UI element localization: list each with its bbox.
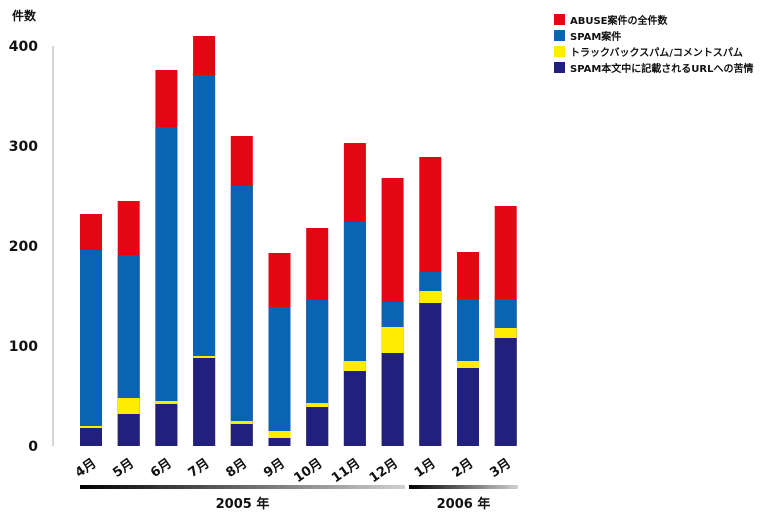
year-band: [80, 485, 405, 489]
legend-swatch: [554, 30, 565, 41]
legend-swatch: [554, 62, 565, 73]
x-tick-label: 1月: [412, 456, 439, 481]
x-tick-label: 2月: [450, 456, 477, 481]
year-label: 2005 年: [216, 496, 270, 512]
legend-label: SPAM本文中に記載されるURLへの苦情: [570, 62, 754, 75]
x-tick-label: 6月: [148, 456, 175, 481]
year-label: 2006 年: [437, 496, 491, 512]
legend-label: SPAM案件: [570, 30, 621, 43]
legend-label: トラックバックスパム/コメントスパム: [570, 47, 743, 59]
year-band: [409, 485, 518, 489]
y-axis-title: 件数: [12, 8, 37, 23]
bar: [494, 338, 517, 446]
bar: [155, 404, 178, 446]
legend-swatch: [554, 14, 565, 25]
bar: [230, 186, 253, 446]
x-tick-label: 9月: [261, 456, 288, 481]
y-tick-label: 300: [9, 139, 38, 155]
x-tick-label: 3月: [487, 456, 514, 481]
bar: [457, 368, 479, 446]
y-tick-label: 0: [28, 439, 38, 455]
bar: [80, 250, 102, 446]
x-tick-label: 8月: [223, 456, 250, 481]
bar: [268, 438, 291, 446]
x-tick-label: 7月: [186, 456, 213, 481]
bar: [193, 358, 216, 446]
x-tick-label: 11月: [329, 456, 363, 486]
bar: [80, 428, 102, 446]
x-tick-label: 10月: [291, 456, 325, 486]
y-axis: 0 100 200 300 400 件数: [9, 8, 54, 455]
legend-label: ABUSE案件の全件数: [570, 14, 669, 27]
bar: [193, 75, 216, 446]
bar: [117, 414, 140, 446]
y-tick-label: 200: [9, 239, 38, 255]
x-tick-label: 5月: [110, 456, 137, 481]
bar: [306, 407, 329, 446]
y-tick-label: 400: [9, 39, 38, 55]
legend-swatch: [554, 46, 565, 57]
x-axis-labels: 4月 5月 6月 7月 8月 9月 10月 11月 12月 1月 2月 3月: [73, 456, 514, 486]
bar: [419, 303, 442, 446]
bar: [343, 371, 366, 446]
bar: [268, 307, 291, 446]
bars: [80, 36, 517, 446]
bar: [230, 424, 253, 446]
y-tick-label: 100: [9, 339, 38, 355]
bar: [381, 353, 404, 446]
x-tick-label: 4月: [73, 456, 100, 481]
bar: [155, 127, 178, 446]
year-groups: 2005 年 2006 年: [80, 485, 518, 512]
x-tick-label: 12月: [367, 456, 401, 486]
